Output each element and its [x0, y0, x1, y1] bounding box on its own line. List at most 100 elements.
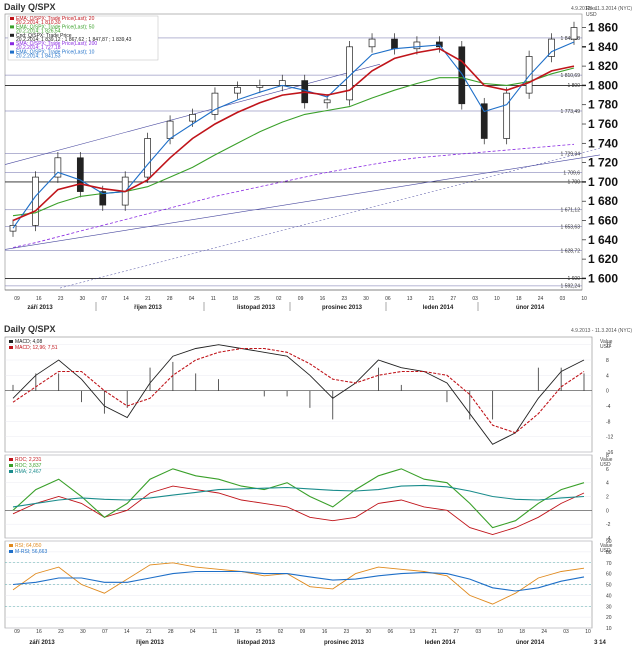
y-tick-label: 1 740	[588, 136, 618, 150]
rsi-series-line	[12, 570, 585, 592]
candle-body	[54, 157, 62, 178]
sub-x-date-label: 21	[432, 629, 438, 635]
sub-x-date-label: 25	[256, 629, 262, 635]
legend-swatch	[10, 50, 14, 54]
roc-legend-swatch	[9, 458, 13, 461]
sub-x-date-label: 21	[146, 629, 152, 635]
price-level-label: 1 700	[567, 180, 580, 186]
rsi-legend-swatch	[9, 550, 13, 553]
candle-body	[99, 191, 107, 206]
macd-legend-swatch	[9, 346, 13, 349]
x-date-label: 28	[167, 296, 173, 302]
macd-y-tick-label: 8	[606, 358, 609, 364]
main-panel-date-range: 4.9.2013 - 11.3.2014 (NYC)	[570, 6, 632, 12]
sub-x-month-label: únor 2014	[516, 640, 545, 646]
rsi-legend-swatch	[9, 544, 13, 547]
legend-entry: SMA; Q/SPX; Trade Price(Last); 200	[16, 41, 97, 47]
legend-value: 20.2.2014; 1 841,53	[16, 54, 61, 60]
candle-body	[525, 56, 533, 94]
y-tick-label: 1 760	[588, 117, 618, 131]
x-date-label: 11	[211, 296, 216, 302]
macd-series-line	[12, 344, 585, 445]
legend-swatch	[10, 33, 14, 37]
roc-y-tick-label: 6	[606, 467, 609, 473]
sub-x-date-label: 16	[36, 629, 42, 635]
sub-x-date-label: 04	[190, 629, 196, 635]
macd-y-tick-label: -4	[606, 404, 611, 410]
candle-body	[480, 103, 488, 139]
roc-series-line	[12, 485, 585, 535]
sub-x-date-label: 11	[212, 629, 217, 635]
x-date-label: 27	[451, 296, 457, 302]
sub-x-date-label: 10	[497, 629, 503, 635]
y-tick-label: 1 600	[588, 271, 618, 285]
candle-body	[144, 138, 151, 178]
sub-x-date-label: 24	[541, 629, 547, 635]
rsi-axis-caption: USD	[600, 548, 611, 554]
roc-y-tick-label: -4	[606, 536, 611, 542]
x-date-label: 06	[385, 296, 391, 302]
candle-body	[9, 224, 17, 232]
macd-legend-entry: MACD; 4,08	[15, 339, 42, 345]
macd-plot-area	[4, 336, 593, 453]
y-tick-label: 1 860	[588, 21, 618, 35]
trend-line-lower	[4, 154, 601, 250]
x-month-label: říjen 2013	[134, 305, 162, 311]
candle-body	[32, 176, 39, 226]
macd-legend-entry: MACD; 12,96; 7,51	[15, 345, 58, 351]
legend-swatch	[10, 17, 14, 20]
x-date-label: 09	[298, 296, 304, 302]
sub-x-month-label: září 2013	[29, 640, 55, 646]
rsi-y-tick-label: 30	[606, 604, 612, 610]
sub-x-date-label: 16	[322, 629, 328, 635]
x-month-label: leden 2014	[423, 305, 454, 311]
roc-y-tick-label: 0	[606, 508, 609, 514]
macd-y-tick-label: -16	[606, 450, 613, 456]
legend-entry: EMA; Q/SPX; Trade Price(Last); 20	[16, 16, 95, 22]
macd-y-tick-label: 12	[606, 343, 612, 349]
x-date-label: 04	[189, 296, 195, 302]
sub-x-date-label: 30	[80, 629, 86, 635]
sub-x-month-label: prosinec 2013	[324, 640, 365, 646]
candle-body	[323, 99, 331, 104]
price-level-label: 1 628,72	[561, 249, 581, 255]
sub-x-month-label: leden 2014	[425, 640, 456, 646]
rsi-y-tick-label: 10	[606, 626, 612, 632]
ema20-line	[12, 47, 575, 222]
candle-body	[76, 157, 84, 192]
sub-x-date-label: 06	[388, 629, 394, 635]
legend-entry: EMA; Q/SPX; Trade Price(Last); 10	[16, 50, 95, 56]
x-date-label: 30	[363, 296, 369, 302]
rsi-legend-entry: M-RSI; 56,663	[15, 549, 47, 555]
y-tick-label: 1 620	[588, 252, 618, 266]
candle-body	[211, 92, 219, 115]
x-month-label: listopad 2013	[237, 305, 276, 311]
candle-body	[391, 38, 398, 50]
price-level-label: 1 773,49	[561, 109, 581, 115]
x-date-label: 21	[145, 296, 151, 302]
x-date-label: 21	[429, 296, 435, 302]
rsi-series-line	[12, 562, 585, 605]
y-tick-label: 1 840	[588, 40, 618, 54]
candle-body	[166, 120, 174, 139]
y-tick-label: 1 660	[588, 214, 618, 228]
rsi-y-tick-label: 70	[606, 561, 612, 567]
main-panel-title: Daily Q/SPX	[4, 2, 56, 12]
x-date-label: 23	[58, 296, 64, 302]
y-tick-label: 1 820	[588, 59, 618, 73]
roc-axis-caption: USD	[600, 462, 611, 468]
x-month-label: únor 2014	[516, 305, 545, 311]
sub-x-date-label: 09	[300, 629, 306, 635]
roc-y-tick-label: 8	[606, 453, 609, 459]
y-tick-label: 1 680	[588, 194, 618, 208]
macd-axis-caption: USD	[600, 344, 611, 350]
price-level-label: 1 592,24	[561, 284, 581, 290]
price-level-label: 1 800	[567, 83, 580, 89]
roc-legend-swatch	[9, 464, 13, 467]
x-date-label: 25	[254, 296, 260, 302]
x-date-label: 24	[538, 296, 544, 302]
price-level-label: 1 600	[567, 276, 580, 282]
price-level-label: 1 849,18	[561, 36, 581, 42]
y-tick-label: 1 700	[588, 175, 618, 189]
sub-x-date-label: 03	[563, 629, 569, 635]
